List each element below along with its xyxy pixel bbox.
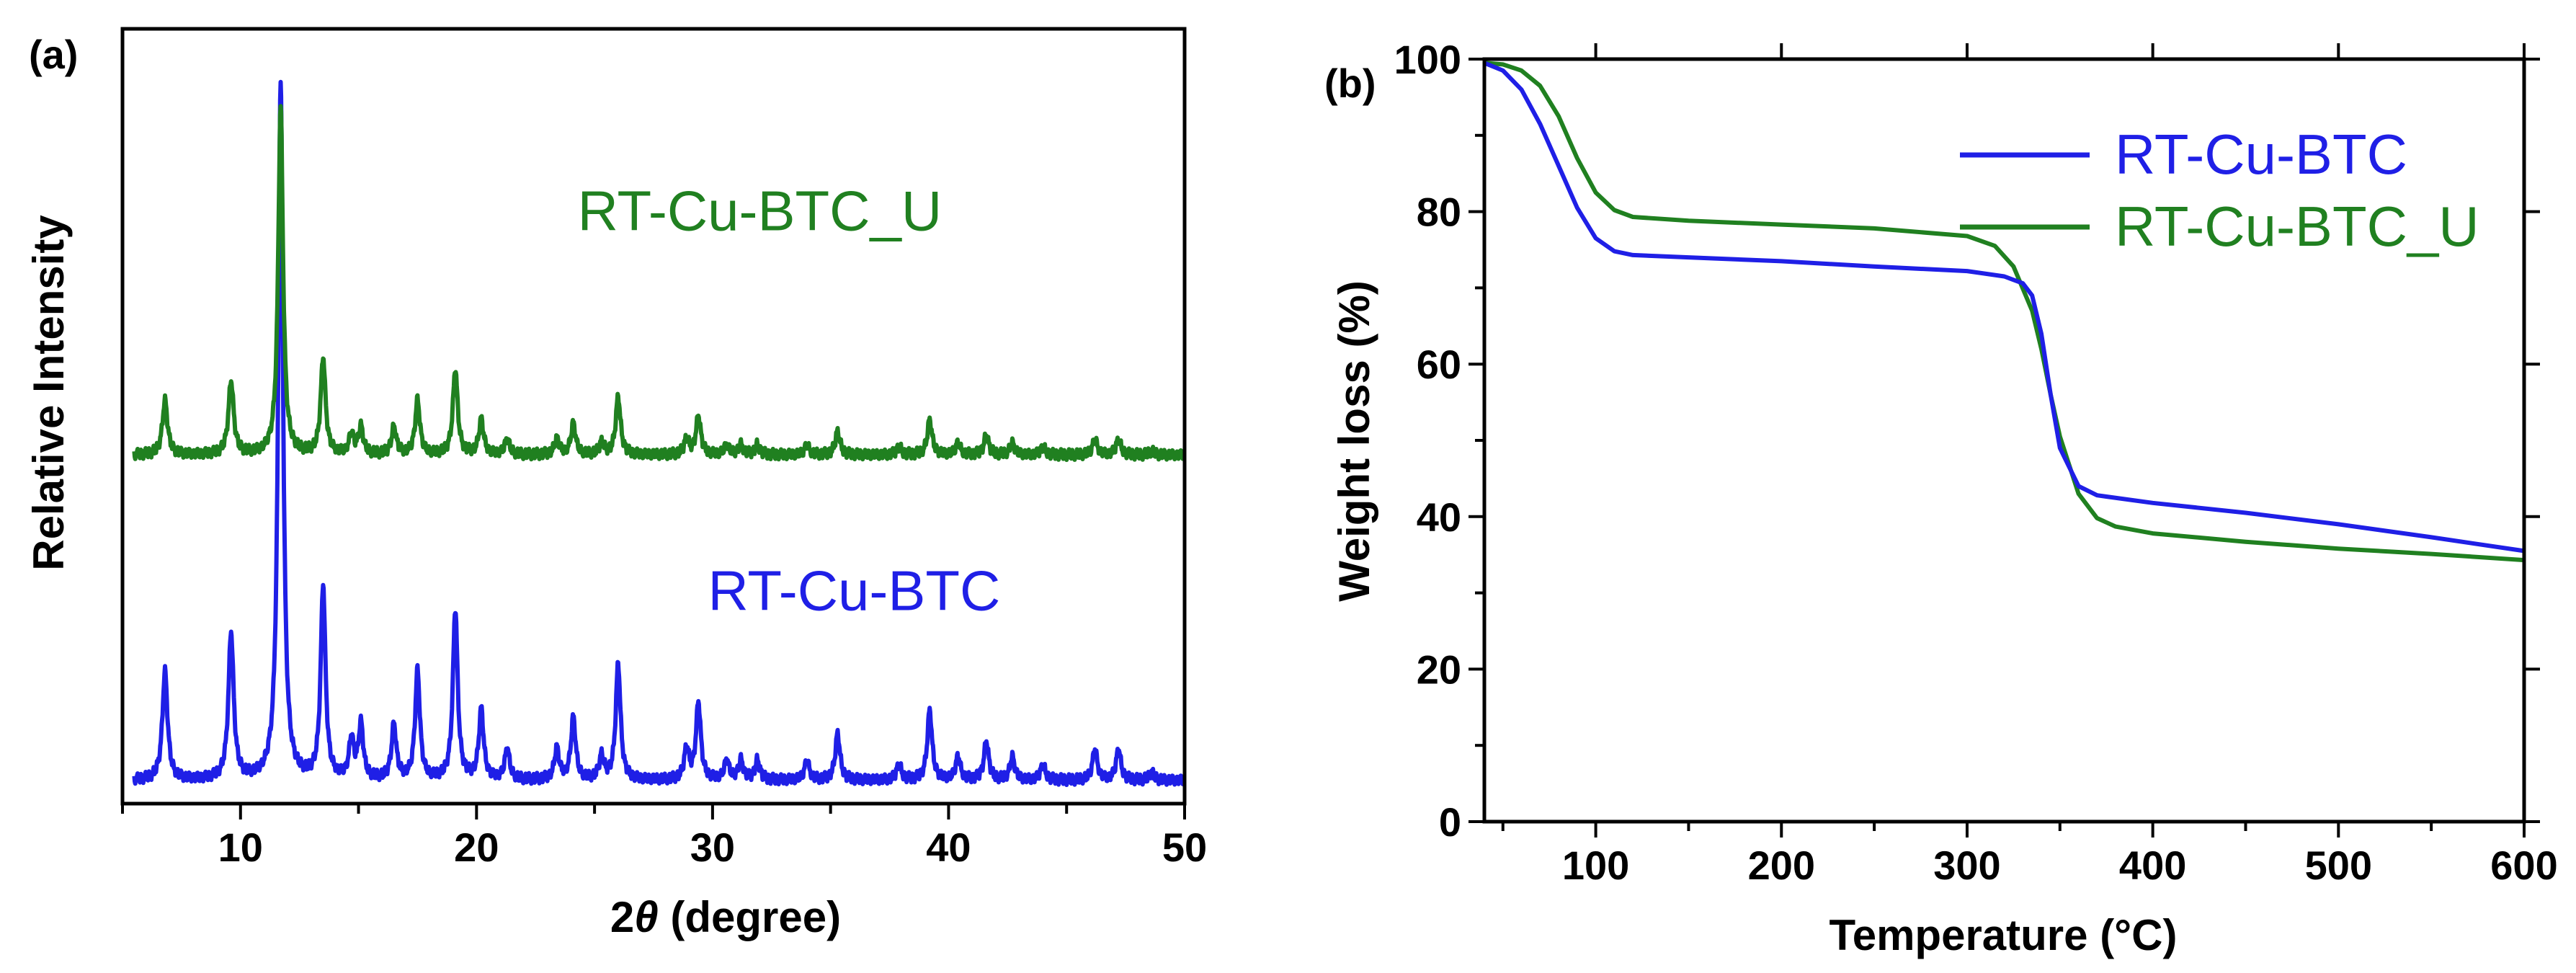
y-tick-label: 0: [1439, 799, 1461, 845]
y-tick-label: 40: [1417, 494, 1461, 540]
panel-a-plot-frame: [120, 27, 1187, 806]
tga-series-line: [1484, 61, 2525, 563]
y-tick-label: 100: [1394, 37, 1461, 82]
tga-panel: (b) Weight loss (%) Temperature (°C) 100…: [1324, 37, 2558, 959]
x-tick-label: 40: [926, 825, 971, 870]
y-tick-label: 80: [1417, 190, 1461, 235]
panel-b-xlabel-unit: °C): [2114, 911, 2177, 959]
panel-a-ylabel: Relative Intensity: [24, 215, 73, 571]
x-tick-label: 20: [454, 825, 499, 870]
panel-b-plot-frame: [1482, 57, 2526, 824]
x-tick-label: 500: [2305, 843, 2372, 888]
panel-b-xlabel: Temperature (°C): [1830, 911, 2178, 959]
x-tick-label: 10: [218, 825, 263, 870]
panel-b-label: (b): [1324, 61, 1376, 106]
legend-label: RT-Cu-BTC_U: [2115, 195, 2479, 258]
panel-b-ylabel: Weight loss (%): [1330, 280, 1378, 602]
y-tick-label: 60: [1417, 342, 1461, 387]
panel-b-xlabel-main: Temperature (: [1830, 911, 2115, 959]
x-tick-label: 400: [2119, 843, 2186, 888]
panel-a-ticks: 10 20 30 40 50: [121, 804, 1207, 870]
panel-a-xlabel-rest: (degree): [659, 893, 841, 941]
panel-a-label: (a): [29, 32, 78, 77]
x-tick-label: 100: [1562, 843, 1629, 888]
panel-a-xlabel: 2θ (degree): [610, 893, 841, 941]
tga-series-line: [1483, 61, 2525, 554]
x-tick-label: 300: [1933, 843, 2000, 888]
panel-a-xlabel-theta: θ: [634, 893, 658, 941]
xrd-series-label: RT-Cu-BTC: [708, 559, 1000, 622]
panel-a-xlabel-two: 2: [610, 893, 634, 941]
x-tick-label: 200: [1748, 843, 1815, 888]
xrd-series-line: [132, 104, 1187, 462]
panel-a-series-labels: RT-Cu-BTC RT-Cu-BTC_U: [578, 179, 1001, 623]
xrd-series-label: RT-Cu-BTC_U: [578, 179, 942, 243]
xrd-panel: (a) Relative Intensity 2θ (degree) 10 20 3…: [24, 27, 1207, 941]
x-tick-label: 600: [2490, 843, 2557, 888]
panel-b-legend: RT-Cu-BTC RT-Cu-BTC_U: [1960, 123, 2479, 258]
legend-label: RT-Cu-BTC: [2115, 123, 2407, 186]
panel-b-series: [1483, 61, 2525, 563]
xrd-series-line: [132, 79, 1187, 787]
panel-b-ticks: 100 200 300 400 500 600 0 20 40 60 80 100: [1394, 37, 2558, 888]
y-tick-label: 20: [1417, 647, 1461, 692]
x-tick-label: 30: [690, 825, 735, 870]
panel-a-series: [132, 79, 1187, 787]
x-tick-label: 50: [1162, 825, 1207, 870]
